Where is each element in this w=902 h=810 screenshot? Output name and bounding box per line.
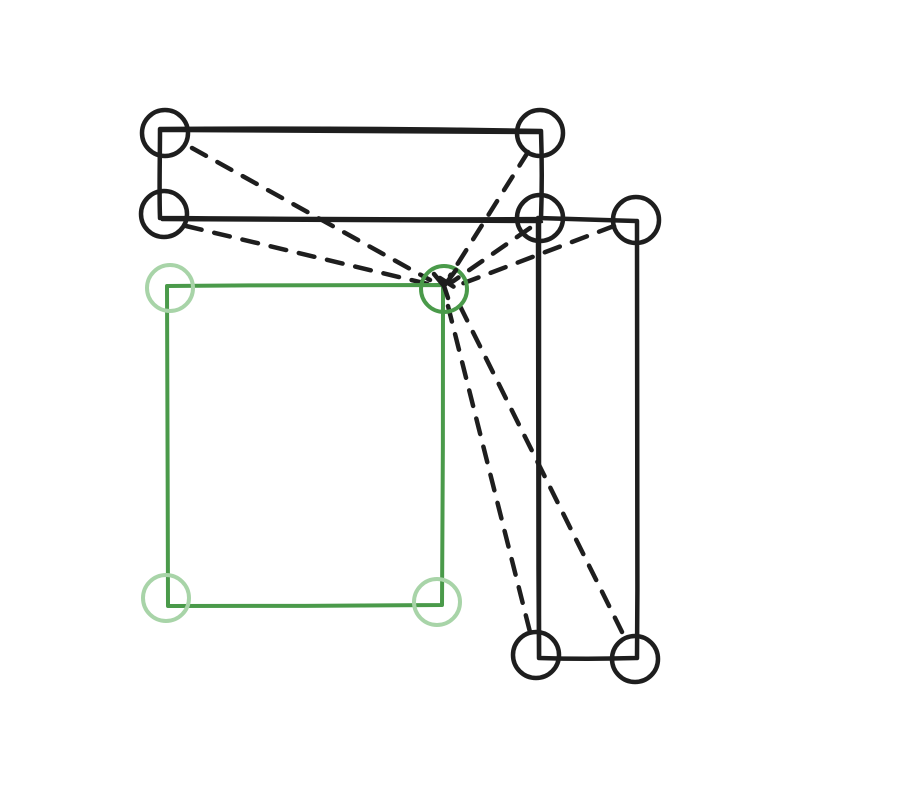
wide-rectangle-outline[interactable] <box>157 126 544 222</box>
snap-guide-3 <box>447 149 531 279</box>
snap-guide-1 <box>189 145 433 283</box>
wide-rectangle-handles <box>138 107 566 244</box>
selected-rectangle-handles <box>141 263 462 627</box>
wide-rectangle-outline-stroke2 <box>160 129 541 135</box>
handle-selected-top-left[interactable] <box>145 263 195 313</box>
wide-rectangle-outline-stroke3 <box>160 218 544 224</box>
snap-guide-lines <box>183 145 629 643</box>
snap-guide-6 <box>445 303 535 643</box>
active-snap-handle[interactable] <box>419 264 469 314</box>
snap-guide-8 <box>437 275 465 295</box>
wide-rectangle[interactable] <box>157 126 544 224</box>
handle-top-left[interactable] <box>139 107 191 159</box>
handle-selected-top-right[interactable] <box>419 264 469 314</box>
tall-rectangle[interactable] <box>535 215 640 661</box>
tall-rectangle-handles <box>510 194 662 685</box>
snap-junction-marks <box>431 267 459 301</box>
handle-tall-top-right[interactable] <box>610 194 662 246</box>
handle-selected-bottom-right[interactable] <box>412 577 462 627</box>
snap-guide-5 <box>453 223 617 289</box>
handle-bottom-left[interactable] <box>138 188 190 240</box>
handle-top-right[interactable] <box>514 107 566 159</box>
handle-selected-bottom-left[interactable] <box>141 573 191 623</box>
tall-rectangle-outline[interactable] <box>535 215 640 661</box>
selected-rectangle-outline[interactable] <box>165 283 445 608</box>
snap-guide-7 <box>457 303 629 643</box>
handle-tall-bottom-right[interactable] <box>609 633 661 685</box>
handle-bottom-right[interactable] <box>514 192 566 244</box>
snap-guide-2 <box>183 223 431 287</box>
snap-guide-4 <box>449 225 533 285</box>
handle-tall-bottom-left[interactable] <box>510 629 562 681</box>
selected-rectangle[interactable] <box>165 283 445 608</box>
